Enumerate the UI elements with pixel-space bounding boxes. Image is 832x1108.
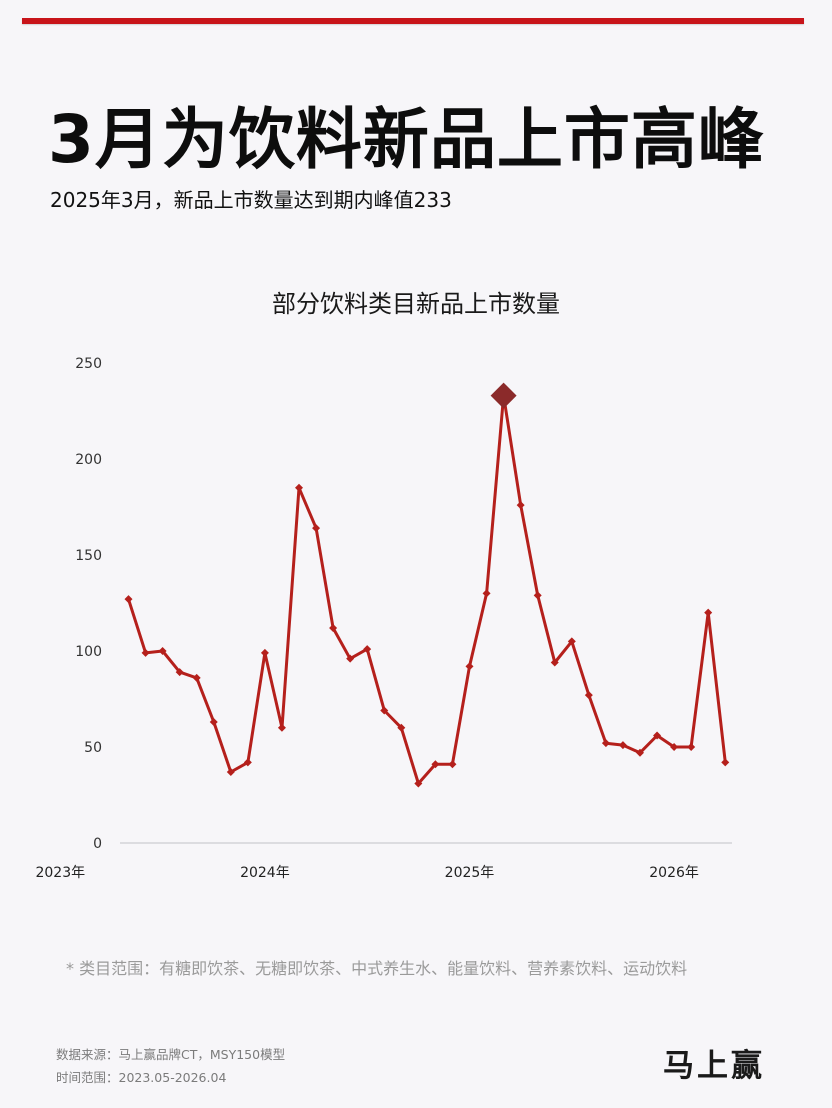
y-tick-label: 150 — [75, 548, 102, 564]
data-point — [158, 647, 167, 655]
time-range: 时间范围：2023.05-2026.04 — [56, 1070, 227, 1085]
data-point — [312, 524, 321, 533]
x-tick-label: 2025年 — [445, 865, 495, 881]
data-point — [141, 648, 150, 657]
data-point — [584, 691, 593, 700]
subheadline: 2025年3月，新品上市数量达到期内峰值233 — [50, 188, 452, 212]
y-tick-label: 100 — [75, 644, 102, 660]
data-point — [465, 662, 474, 671]
line-chart: 0 50 100 150 200 250 2023年 2024年 2025年 2026年 — [35, 356, 732, 881]
data-point — [550, 658, 559, 667]
data-point — [636, 748, 644, 757]
data-point — [192, 673, 201, 682]
y-tick-label: 50 — [84, 740, 102, 756]
data-point — [431, 760, 440, 769]
series-line — [127, 394, 727, 785]
data-point — [346, 654, 355, 663]
x-tick-label: 2023年 — [35, 865, 85, 881]
data-point — [567, 637, 576, 646]
data-point — [414, 779, 423, 788]
data-point — [618, 741, 627, 750]
peak-marker — [490, 382, 517, 409]
x-tick-label: 2026年 — [649, 865, 699, 881]
data-point — [226, 767, 235, 776]
data-point — [380, 706, 389, 715]
data-point — [175, 668, 184, 677]
data-point — [277, 723, 286, 732]
data-point — [209, 718, 218, 727]
brand-logo: 马上赢 — [663, 1048, 765, 1084]
data-point — [516, 501, 525, 510]
data-point — [482, 589, 491, 598]
headline: 3月为饮料新品上市高峰 — [48, 101, 765, 178]
chart-title: 部分饮料类目新品上市数量 — [272, 290, 560, 318]
data-point — [670, 743, 679, 751]
y-tick-label: 250 — [75, 356, 102, 372]
data-point — [243, 758, 252, 767]
data-point — [653, 731, 662, 740]
footnote: * 类目范围：有糖即饮茶、无糖即饮茶、中式养生水、能量饮料、营养素饮料、运动饮料 — [66, 959, 688, 978]
data-source: 数据来源：马上赢品牌CT，MSY150模型 — [56, 1047, 286, 1062]
data-point — [295, 483, 303, 492]
y-tick-label: 200 — [75, 452, 102, 468]
data-point — [363, 645, 372, 654]
y-tick-label: 0 — [93, 836, 102, 852]
data-point — [329, 623, 338, 632]
data-point — [687, 743, 696, 751]
data-point — [260, 648, 269, 657]
data-point — [448, 760, 457, 769]
data-point — [721, 758, 730, 767]
x-tick-label: 2024年 — [240, 865, 290, 881]
data-point — [704, 608, 713, 617]
top-accent-bar — [22, 18, 804, 24]
data-point — [124, 595, 133, 604]
data-point — [601, 739, 610, 748]
data-point — [533, 591, 542, 600]
data-point — [397, 723, 406, 732]
